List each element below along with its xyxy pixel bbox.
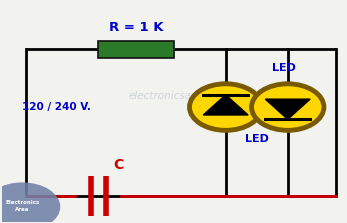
Text: LED: LED <box>245 134 269 144</box>
Circle shape <box>252 84 324 130</box>
Text: 120 / 240 V.: 120 / 240 V. <box>22 102 91 112</box>
Circle shape <box>0 182 60 223</box>
Text: C: C <box>114 158 124 172</box>
Polygon shape <box>265 99 310 119</box>
Text: LED: LED <box>272 63 296 73</box>
Circle shape <box>189 84 262 130</box>
Text: Electronics
Area: Electronics Area <box>5 200 40 212</box>
Polygon shape <box>203 95 248 115</box>
Text: R = 1 K: R = 1 K <box>109 21 163 34</box>
Text: electronicsarea.com: electronicsarea.com <box>128 91 234 101</box>
FancyBboxPatch shape <box>98 41 174 58</box>
